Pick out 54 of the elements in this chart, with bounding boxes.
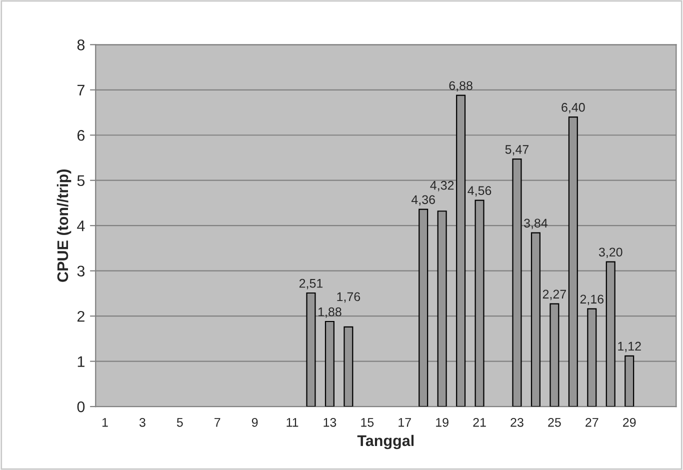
bar [306,292,316,407]
x-tick-label: 9 [252,418,258,427]
bar [624,355,634,407]
x-tick-label: 17 [398,418,411,427]
x-tick-label: 3 [139,418,146,427]
data-label: 4,32 [430,180,454,192]
x-tick-label: 7 [214,418,220,427]
y-tick-label: 8 [77,40,85,50]
data-label: 6,88 [449,81,472,92]
x-tick-label: 11 [286,418,298,427]
data-label: 3,84 [524,218,548,230]
x-tick-label: 29 [623,418,636,427]
x-tick-label: 5 [176,418,183,427]
bar [587,308,597,407]
y-tick-label: 5 [77,175,85,186]
bar [474,200,484,407]
data-label: 4,56 [468,186,492,196]
data-label: 2,27 [542,290,566,300]
x-tick-label: 13 [324,418,336,427]
bar [512,158,522,407]
y-tick-label: 3 [77,266,85,277]
bar [344,326,354,407]
y-tick-label: 1 [78,356,84,367]
bar [456,94,466,407]
bar [324,320,334,407]
x-tick-label: 19 [436,418,448,427]
x-tick-label: 1 [102,418,108,427]
data-label: 5,47 [505,145,529,156]
y-tick-label: 2 [77,310,84,322]
y-tick-label: 4 [77,220,85,232]
data-label: 6,40 [562,102,585,114]
x-tick-label: 23 [510,418,524,427]
x-axis-title: Tanggal [357,434,414,450]
bar [550,303,560,407]
data-label: 2,51 [299,278,323,290]
x-tick-label: 15 [361,418,374,427]
y-tick-label: 0 [77,401,85,412]
data-label: 2,16 [580,294,604,306]
data-label: 3,20 [598,248,622,258]
y-axis-title: CPUE (ton//trip) [56,170,72,282]
y-tick-label: 6 [77,130,85,141]
bar [568,116,578,407]
bar [437,210,447,407]
x-tick-label: 27 [586,418,598,427]
bar [530,232,540,407]
bar [606,261,616,407]
data-label: 4,36 [411,195,435,206]
x-tick-label: 25 [548,418,561,427]
y-tick-label: 7 [77,84,84,96]
data-label: 1,88 [318,307,342,318]
x-tick-label: 21 [473,418,486,427]
data-label: 1,76 [337,292,360,303]
data-label: 1,12 [618,342,641,352]
bar [418,208,428,407]
